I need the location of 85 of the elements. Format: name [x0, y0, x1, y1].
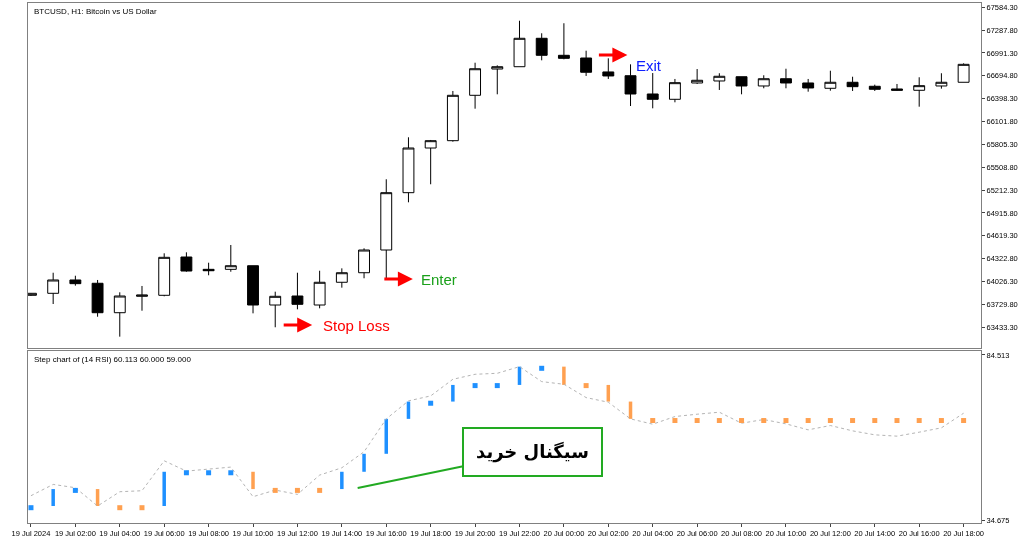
point	[272, 487, 278, 493]
line-series	[30, 366, 965, 507]
candlestick	[846, 76, 859, 92]
annotation: سیگنال خرید	[476, 441, 589, 463]
point	[428, 400, 434, 406]
candlestick	[957, 62, 970, 83]
point	[317, 487, 323, 493]
text: BTCUSD, H1: Bitcoin vs US Dollar	[34, 7, 158, 16]
point	[117, 505, 123, 511]
candlestick	[469, 62, 482, 110]
candlestick	[335, 267, 348, 289]
point	[872, 418, 878, 424]
candlestick	[136, 285, 148, 312]
candlestick	[646, 72, 659, 109]
candlestick	[247, 265, 259, 314]
bar	[562, 366, 566, 385]
point	[716, 418, 722, 424]
point	[228, 470, 234, 476]
candlestick	[824, 70, 837, 92]
point	[805, 418, 811, 424]
bar	[362, 453, 366, 472]
candlestick	[668, 78, 681, 103]
candlestick	[935, 72, 948, 90]
candlestick	[735, 76, 748, 95]
point	[294, 487, 300, 493]
point	[938, 418, 944, 424]
point	[961, 418, 967, 424]
point	[783, 418, 789, 424]
candlestick	[602, 57, 615, 80]
candlestick	[491, 64, 504, 95]
annotation: Exit	[636, 57, 662, 74]
point	[72, 487, 78, 493]
point	[672, 418, 678, 424]
candlestick	[402, 136, 415, 203]
candlestick	[891, 83, 903, 92]
candlestick	[802, 78, 815, 93]
point	[472, 383, 478, 389]
bar	[451, 384, 455, 402]
point	[583, 383, 589, 389]
candlestick	[358, 247, 370, 279]
candlestick	[380, 178, 393, 279]
point	[739, 418, 745, 424]
bar	[251, 471, 255, 490]
candlestick	[713, 72, 726, 91]
candlestick	[69, 275, 82, 287]
text: Step chart of (14 RSI) 60.113 60.000 59.000	[34, 355, 192, 364]
point	[850, 418, 856, 424]
point	[894, 418, 900, 424]
point	[916, 418, 922, 424]
point	[183, 470, 189, 476]
candlestick	[446, 90, 459, 143]
candlestick	[424, 139, 437, 185]
candlestick	[313, 270, 326, 309]
bar	[162, 471, 166, 507]
candlestick	[557, 22, 570, 60]
candlestick	[91, 279, 104, 318]
point	[28, 505, 34, 511]
candlestick	[47, 272, 60, 305]
candlestick	[180, 251, 193, 273]
candlestick	[113, 291, 126, 338]
candlestick	[624, 63, 637, 107]
bar	[51, 489, 55, 507]
candlestick	[224, 244, 237, 273]
candlestick	[757, 74, 770, 89]
candlestick	[691, 68, 704, 85]
point	[827, 418, 833, 424]
candlestick	[913, 76, 926, 108]
annotation: Enter	[421, 271, 457, 288]
candlestick	[580, 50, 593, 77]
point	[650, 418, 656, 424]
bar	[340, 471, 344, 490]
candlestick	[868, 84, 881, 92]
point	[761, 418, 767, 424]
annotation: Stop Loss	[323, 317, 390, 334]
point	[539, 365, 545, 371]
point	[206, 470, 212, 476]
candlestick	[291, 272, 304, 310]
candlestick	[513, 20, 526, 68]
candlestick	[780, 68, 792, 89]
candlestick	[535, 32, 548, 61]
point	[494, 383, 500, 389]
candlestick	[158, 252, 171, 297]
candlestick	[269, 291, 282, 328]
point	[694, 418, 700, 424]
point	[139, 505, 145, 511]
